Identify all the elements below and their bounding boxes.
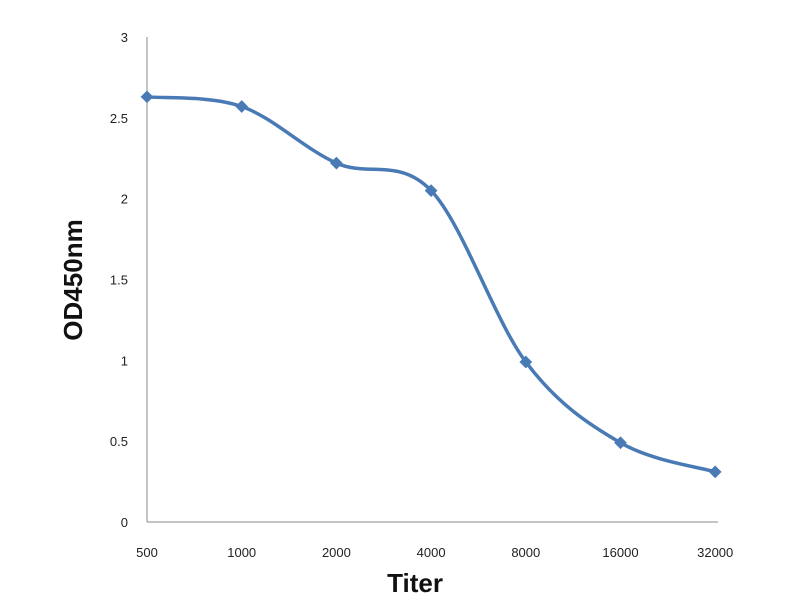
- y-tick-label: 0: [121, 515, 128, 530]
- x-tick-label: 16000: [602, 545, 638, 560]
- y-tick-label: 1: [121, 353, 128, 368]
- data-markers: [140, 90, 722, 479]
- y-tick-label: 3: [121, 30, 128, 45]
- x-tick-label: 2000: [322, 545, 351, 560]
- data-point-marker: [424, 184, 438, 197]
- x-tick-label: 8000: [511, 545, 540, 560]
- data-point-marker: [235, 100, 249, 113]
- x-axis-label: Titer: [387, 568, 443, 598]
- y-axis-label: OD450nm: [58, 219, 88, 340]
- data-point-marker: [140, 90, 154, 104]
- x-tick-label: 1000: [227, 545, 256, 560]
- data-point-marker: [330, 156, 343, 170]
- x-tick-label: 4000: [417, 545, 446, 560]
- data-point-marker: [708, 465, 722, 479]
- x-tick-label: 32000: [697, 545, 733, 560]
- y-tick-label: 0.5: [110, 434, 128, 449]
- x-tick-labels: 500 1000 2000 4000 8000 16000 32000: [136, 545, 733, 560]
- y-tick-label: 2.5: [110, 111, 128, 126]
- y-tick-labels: 0 0.5 1 1.5 2 2.5 3: [110, 30, 128, 530]
- series-line: [146, 95, 716, 474]
- y-tick-label: 1.5: [110, 273, 128, 288]
- y-tick-label: 2: [121, 192, 128, 207]
- x-tick-label: 500: [136, 545, 158, 560]
